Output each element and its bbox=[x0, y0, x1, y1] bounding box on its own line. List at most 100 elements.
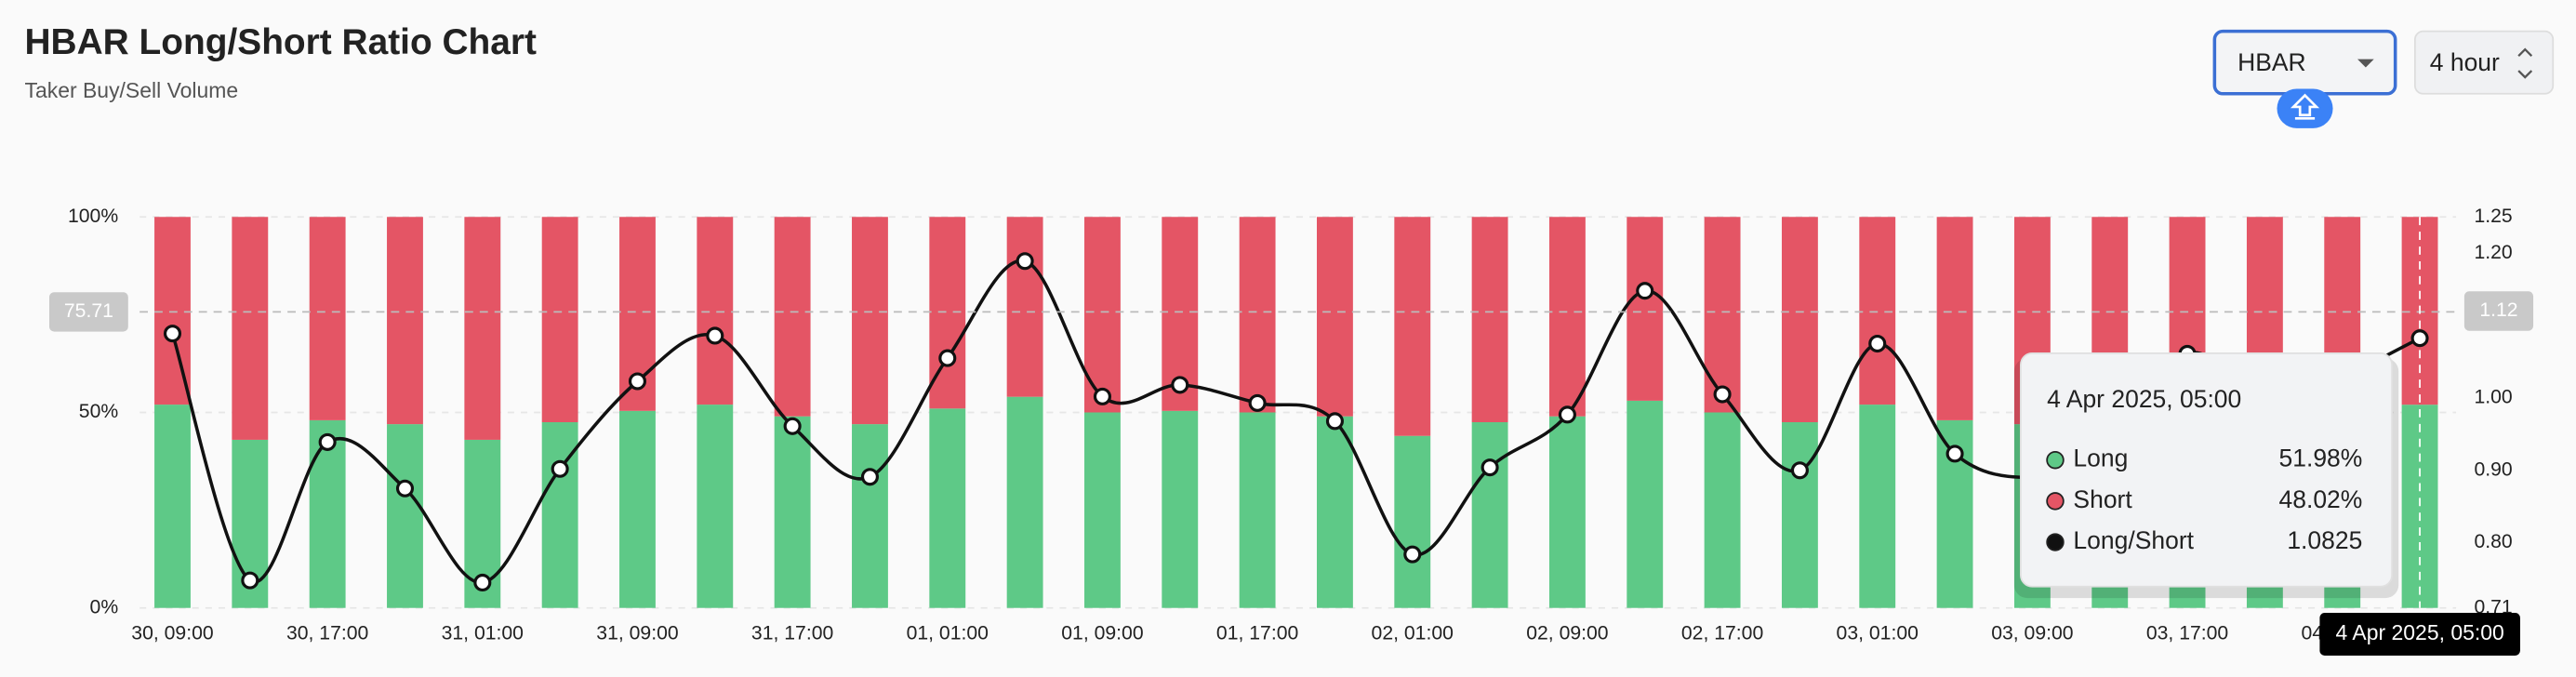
long-bar bbox=[1781, 422, 1818, 608]
long-bar bbox=[154, 405, 191, 608]
short-bar bbox=[1781, 217, 1818, 423]
long-bar bbox=[1317, 416, 1353, 608]
ratio-point bbox=[1558, 405, 1576, 424]
tooltip-label: Long/Short bbox=[2073, 526, 2194, 554]
tooltip-label: Long bbox=[2073, 445, 2128, 472]
long-bar bbox=[1471, 422, 1508, 608]
long-bar bbox=[1548, 416, 1586, 608]
short-bar bbox=[464, 217, 501, 440]
long-bar bbox=[852, 424, 888, 608]
ratio-point bbox=[1713, 385, 1732, 404]
x-tick-label: 02, 09:00 bbox=[1526, 623, 1608, 644]
swap-icon bbox=[2290, 93, 2320, 120]
symbol-select[interactable]: HBAR bbox=[2212, 29, 2397, 96]
long-bar bbox=[929, 408, 966, 608]
short-bar bbox=[1239, 217, 1276, 413]
ratio-point bbox=[395, 479, 415, 498]
short-bar bbox=[852, 217, 888, 425]
select-box[interactable] bbox=[2413, 30, 2555, 95]
ratio-point bbox=[551, 459, 569, 478]
ratio-point bbox=[860, 468, 879, 486]
y2-tick-label: 0.80 bbox=[2474, 531, 2512, 552]
long-bar bbox=[541, 422, 578, 608]
ratio-point bbox=[628, 372, 647, 391]
x-tick-label: 01, 09:00 bbox=[1061, 623, 1143, 644]
ratio-point bbox=[1868, 334, 1887, 353]
ratio-point bbox=[241, 571, 259, 590]
y-tick-label: 50% bbox=[79, 401, 119, 422]
y2-tick-label: 1.00 bbox=[2474, 387, 2512, 408]
crosshair-y-badge bbox=[48, 292, 128, 332]
long-bar bbox=[1006, 396, 1043, 608]
crosshair-y2-label: 1.12 bbox=[2479, 299, 2517, 321]
x-tick-label: 30, 17:00 bbox=[286, 623, 368, 644]
y2-tick-label: 0.71 bbox=[2474, 596, 2512, 617]
long-bar bbox=[1394, 435, 1431, 608]
short-bar bbox=[309, 217, 346, 420]
crosshair-x-label: 4 Apr 2025, 05:00 bbox=[2336, 620, 2504, 644]
x-tick-label: 03, 17:00 bbox=[2146, 623, 2228, 644]
ratio-point bbox=[1790, 461, 1809, 480]
tooltip bbox=[2020, 352, 2394, 588]
y2-tick-label: 1.20 bbox=[2474, 242, 2512, 263]
ratio-point bbox=[783, 417, 802, 435]
long-bar bbox=[697, 405, 734, 608]
tooltip-label: Short bbox=[2073, 485, 2132, 513]
tooltip-value: 48.02% bbox=[2279, 485, 2363, 513]
ratio-point bbox=[163, 325, 182, 343]
overlay: 75.71 1.12 4 Apr 2025, 05:00 4 Apr 2025, 05… bbox=[48, 217, 2534, 656]
long-bar bbox=[774, 416, 811, 608]
short-bar bbox=[1317, 217, 1353, 417]
crosshair-y-label: 75.71 bbox=[64, 300, 113, 322]
long-bar bbox=[1627, 400, 1664, 608]
tooltip-value: 51.98% bbox=[2279, 445, 2363, 472]
short-bar bbox=[232, 217, 269, 440]
ratio-point bbox=[473, 573, 492, 592]
ratio-point bbox=[938, 349, 957, 367]
x-tick-label: 01, 17:00 bbox=[1216, 623, 1298, 644]
short-bar bbox=[1394, 217, 1431, 436]
short-bar bbox=[774, 217, 811, 417]
select-arrow bbox=[2517, 47, 2533, 79]
long-bar bbox=[1239, 412, 1276, 608]
long-bar bbox=[1084, 412, 1121, 608]
x-tick-label: 30, 09:00 bbox=[131, 623, 213, 644]
tooltip-swatch bbox=[2046, 533, 2065, 551]
long-bar bbox=[1859, 405, 1896, 608]
x-tick-label: 31, 01:00 bbox=[442, 623, 524, 644]
y2-tick-label: 0.90 bbox=[2474, 458, 2512, 480]
tooltip-value: 1.0825 bbox=[2287, 526, 2362, 554]
short-bar bbox=[1704, 217, 1741, 413]
ratio-point bbox=[1481, 458, 1499, 477]
long-bar bbox=[1162, 410, 1199, 608]
short-bar bbox=[387, 217, 423, 425]
interval-select[interactable]: 4 hour bbox=[2413, 30, 2555, 95]
long-bar bbox=[619, 410, 656, 608]
crosshair-y2-badge bbox=[2463, 291, 2534, 331]
ratio-point bbox=[706, 326, 724, 345]
short-bar bbox=[1471, 217, 1508, 423]
short-bar bbox=[541, 217, 578, 423]
tooltip-title: 4 Apr 2025, 05:00 bbox=[2047, 385, 2241, 413]
y2-tick-label: 1.25 bbox=[2474, 206, 2512, 227]
ratio-point bbox=[318, 432, 337, 451]
short-bar bbox=[697, 217, 734, 405]
short-bar bbox=[1859, 217, 1896, 405]
tooltip-swatch bbox=[2046, 451, 2065, 470]
x-tick-label: 02, 01:00 bbox=[1372, 623, 1454, 644]
ratio-point bbox=[1248, 393, 1267, 412]
tooltip-swatch bbox=[2046, 492, 2065, 511]
swap-badge[interactable] bbox=[2277, 88, 2333, 128]
crosshair-x-badge bbox=[2319, 613, 2520, 656]
x-tick-label: 02, 17:00 bbox=[1681, 623, 1763, 644]
select-value[interactable]: HBAR bbox=[2237, 48, 2306, 76]
select-value[interactable]: 4 hour bbox=[2430, 48, 2500, 76]
x-tick-label: 03, 01:00 bbox=[1837, 623, 1919, 644]
swap-button[interactable] bbox=[2277, 88, 2333, 128]
ratio-point bbox=[1636, 282, 1654, 300]
y-tick-label: 100% bbox=[68, 206, 118, 227]
ratio-point bbox=[1325, 412, 1344, 431]
ratio-point bbox=[1171, 376, 1189, 394]
select-arrow bbox=[2357, 59, 2374, 68]
